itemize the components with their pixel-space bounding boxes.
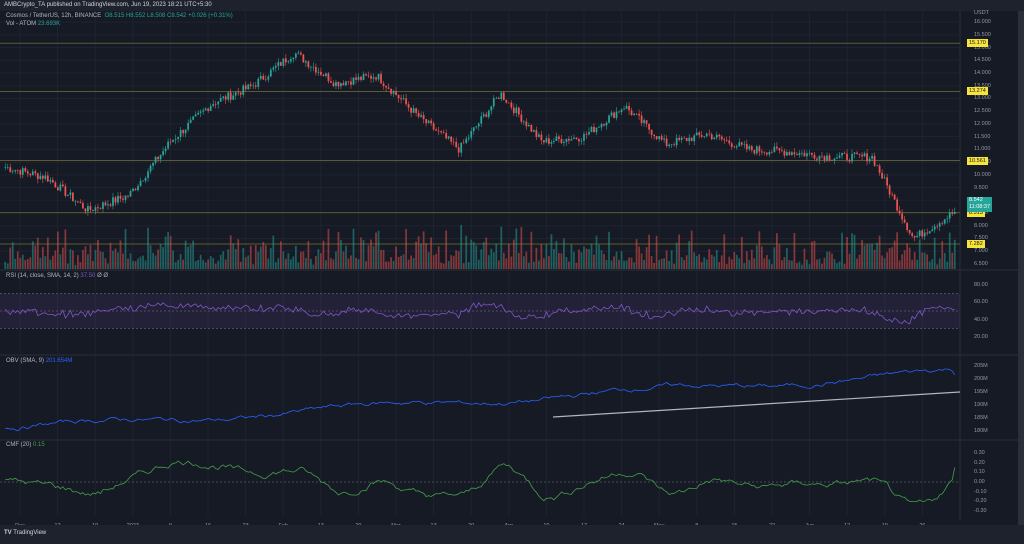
- level-tag: 13.274: [967, 87, 988, 96]
- cmf-tick: 0.30: [974, 449, 985, 456]
- obv-tick: 190M: [974, 401, 988, 408]
- right-scrollbar[interactable]: [1018, 11, 1024, 525]
- price-tick: 15.500: [974, 31, 991, 38]
- obv-label: OBV (SMA, 9): [6, 358, 45, 364]
- rsi-tick: 20.00: [974, 334, 988, 341]
- cmf-tick: -0.10: [974, 488, 987, 495]
- cmf-legend: CMF (20) 0.15: [6, 442, 45, 448]
- change-value: +0.026 (+0.31%): [188, 13, 233, 19]
- rsi-legend: RSI (14, close, SMA, 14, 2) 37.50 Ø Ø: [6, 273, 108, 279]
- volume-legend: Vol - ATOM 23.693K: [6, 21, 60, 27]
- level-tag: 7.282: [967, 240, 985, 248]
- price-tick: 7.000: [974, 248, 988, 255]
- low-value: L8.508: [147, 13, 166, 19]
- obv-tick: 185M: [974, 414, 988, 421]
- rsi-tick: 60.00: [974, 299, 988, 306]
- obv-tick: 200M: [974, 376, 988, 383]
- price-tick: 7.500: [974, 235, 988, 242]
- tradingview-logo: TV TradingView: [4, 530, 46, 536]
- obv-tick: 195M: [974, 389, 988, 396]
- price-tick: 8.000: [974, 222, 988, 229]
- rsi-label: RSI (14, close, SMA, 14, 2): [6, 273, 79, 279]
- current-price-tag: 8.542 11:08:37: [967, 196, 993, 212]
- level-tag: 10.561: [967, 156, 988, 165]
- chart-area[interactable]: Cosmos / TetherUS, 12h, BINANCE O8.515 H…: [0, 10, 1018, 529]
- currency-label: USDT: [974, 10, 989, 16]
- symbol-title: Cosmos / TetherUS, 12h, BINANCE: [6, 13, 102, 19]
- price-tick: 11.000: [974, 146, 991, 153]
- obv-legend: OBV (SMA, 9) 201.654M: [6, 358, 72, 364]
- price-tick: 6.500: [974, 260, 988, 267]
- cmf-tick: -0.30: [974, 508, 987, 515]
- obv-tick: 180M: [974, 427, 988, 434]
- price-tick: 10.000: [974, 171, 991, 178]
- rsi-tick: 80.00: [974, 281, 988, 288]
- price-tick: 13.000: [974, 95, 991, 102]
- price-tick: 15.000: [974, 44, 991, 51]
- cmf-value: 0.15: [33, 442, 45, 448]
- price-tick: 14.000: [974, 70, 991, 76]
- price-tick: 11.500: [974, 133, 991, 140]
- publisher-line: AMBCrypto_TA published on TradingView.co…: [4, 2, 212, 8]
- high-value: H8.552: [125, 13, 146, 19]
- cmf-tick: 0.10: [974, 469, 985, 476]
- chart-canvas[interactable]: [0, 11, 1018, 525]
- tv-logo-icon: TV: [4, 530, 12, 536]
- price-tick: 12.000: [974, 120, 991, 127]
- brand-label: TradingView: [13, 530, 47, 536]
- price-tick: 12.500: [974, 108, 991, 115]
- volume-label: Vol - ATOM: [6, 21, 37, 27]
- close-value: C8.542: [167, 13, 187, 19]
- rsi-extra: Ø Ø: [97, 273, 109, 279]
- cmf-tick: 0.20: [974, 459, 985, 466]
- price-tick: 14.500: [974, 57, 991, 64]
- price-tick: 16.000: [974, 19, 991, 26]
- level-tag: 8.513: [967, 208, 985, 217]
- price-tick: 9.500: [974, 184, 988, 191]
- cmf-tick: -0.20: [974, 498, 987, 505]
- level-tag: 15.170: [967, 39, 988, 48]
- symbol-legend: Cosmos / TetherUS, 12h, BINANCE O8.515 H…: [6, 13, 233, 19]
- cmf-label: CMF (20): [6, 442, 32, 448]
- obv-tick: 205M: [974, 363, 988, 370]
- open-value: O8.515: [104, 13, 125, 19]
- footer: TV TradingView: [0, 525, 1024, 544]
- volume-value: 23.693K: [37, 21, 61, 27]
- cmf-tick: 0.00: [974, 479, 985, 485]
- rsi-value: 37.50: [80, 273, 96, 279]
- obv-value: 201.654M: [45, 358, 73, 364]
- price-tick: 13.500: [974, 82, 991, 89]
- rsi-tick: 40.00: [974, 316, 988, 323]
